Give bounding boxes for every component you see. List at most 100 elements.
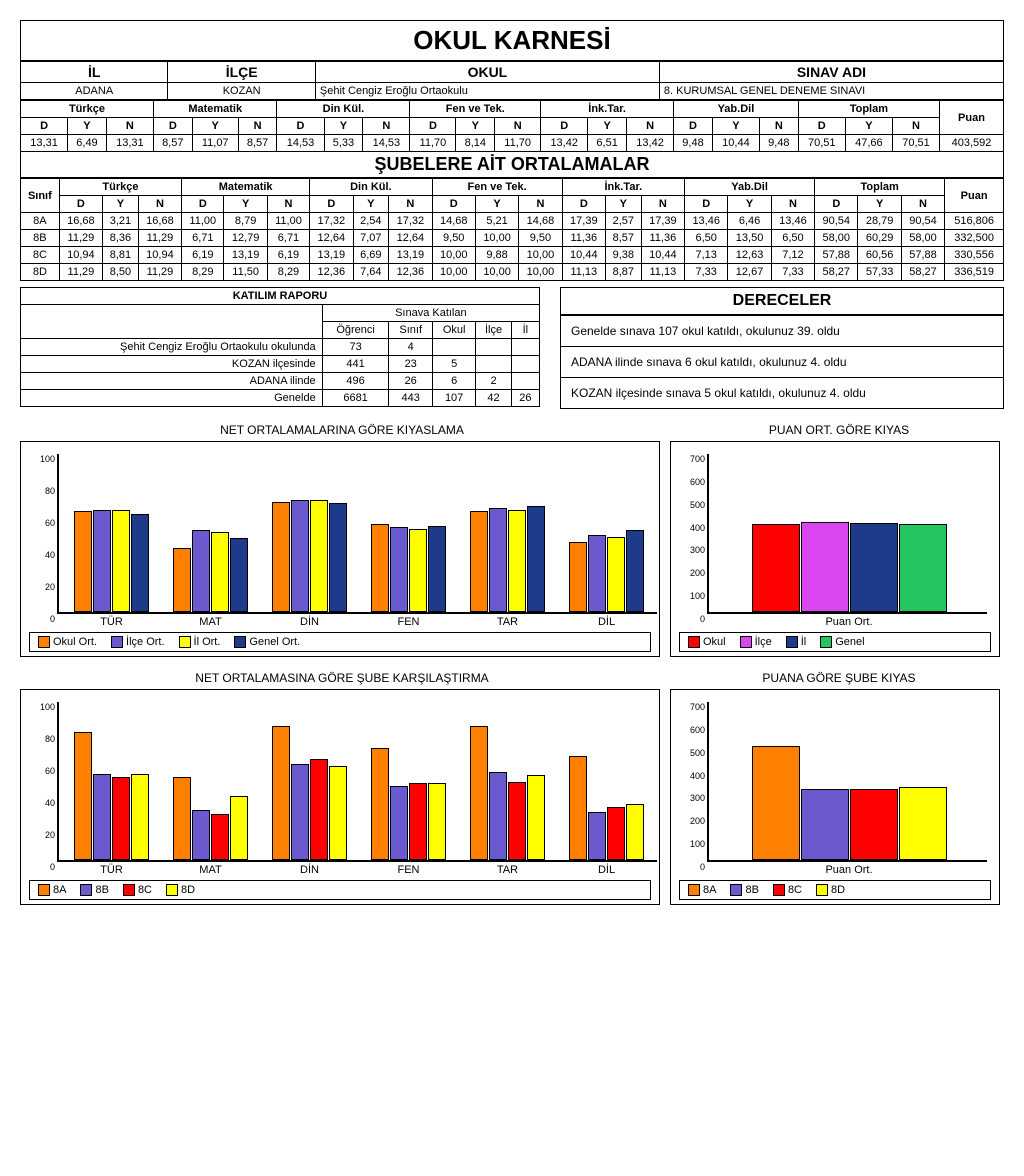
sube-val: 11,00: [182, 213, 224, 230]
dyn-header: Y: [103, 196, 139, 213]
sube-val: 17,32: [310, 213, 353, 230]
dyn-header: Y: [605, 196, 641, 213]
x-label: MAT: [173, 616, 248, 628]
dyn-header: D: [410, 118, 456, 135]
katilim-col: Öğrenci: [322, 322, 389, 339]
sube-val: 11,13: [641, 264, 684, 281]
school-val: 11,07: [192, 135, 238, 152]
bar: [272, 502, 290, 612]
sube-val: 14,68: [432, 213, 475, 230]
sube-val: 16,68: [59, 213, 102, 230]
sinif-cell: 8B: [21, 230, 60, 247]
sube-val: 6,71: [182, 230, 224, 247]
legend: 8A8B8C8D: [679, 880, 991, 900]
sube-val: 11,29: [138, 264, 181, 281]
bar: [112, 510, 130, 612]
sube-val: 28,79: [858, 213, 901, 230]
sube-val: 12,64: [310, 230, 353, 247]
derece-line: Genelde sınava 107 okul katıldı, okulunu…: [561, 315, 1003, 346]
bar: [489, 772, 507, 860]
sube-val: 8,36: [103, 230, 139, 247]
katilim-val: 26: [511, 390, 539, 407]
sinif-header: Sınıf: [21, 179, 60, 213]
sube-val: 9,38: [605, 247, 641, 264]
y-tick: 0: [50, 862, 55, 872]
katilim-val: 443: [389, 390, 432, 407]
bar: [752, 524, 800, 612]
y-tick: 500: [690, 500, 705, 510]
school-val: 5,33: [324, 135, 363, 152]
chart3-title: NET ORTALAMASINA GÖRE ŞUBE KARŞILAŞTIRMA: [20, 671, 664, 685]
header-table: İL İLÇE OKUL SINAV ADI ADANA KOZAN Şehit…: [20, 61, 1004, 100]
sube-val: 10,44: [641, 247, 684, 264]
legend-item: Genel Ort.: [234, 636, 300, 648]
subject-header: Din Kül.: [277, 101, 410, 118]
bar: [588, 535, 606, 612]
dyn-header: Y: [588, 118, 627, 135]
bar: [329, 503, 347, 612]
legend-item: 8A: [688, 884, 716, 896]
x-label: TAR: [470, 616, 545, 628]
sube-val: 6,71: [267, 230, 309, 247]
bar: [752, 746, 800, 860]
y-tick: 20: [45, 582, 55, 592]
y-tick: 100: [40, 454, 55, 464]
sinif-cell: 8D: [21, 264, 60, 281]
dyn-header: D: [562, 196, 605, 213]
x-label: Puan Ort.: [752, 864, 947, 876]
school-val: 11,70: [495, 135, 541, 152]
bar: [470, 511, 488, 612]
legend-item: 8C: [773, 884, 802, 896]
dyn-header: Y: [456, 118, 495, 135]
bar: [390, 527, 408, 612]
sube-val: 9,50: [432, 230, 475, 247]
sube-val: 11,36: [562, 230, 605, 247]
bar: [569, 756, 587, 860]
subject-header: Din Kül.: [310, 179, 432, 196]
sube-val: 17,39: [562, 213, 605, 230]
katilim-table: KATILIM RAPORUSınava KatılanÖğrenciSınıf…: [20, 287, 540, 407]
school-val: 9,48: [674, 135, 713, 152]
bar: [588, 812, 606, 860]
sube-val: 16,68: [138, 213, 181, 230]
dyn-header: N: [267, 196, 309, 213]
sube-val: 8,81: [103, 247, 139, 264]
dyn-header: Y: [475, 196, 518, 213]
dyn-header: D: [277, 118, 324, 135]
sube-val: 8,29: [182, 264, 224, 281]
legend-item: 8B: [730, 884, 758, 896]
bar: [626, 804, 644, 860]
hdr-il: İL: [21, 62, 168, 83]
bar: [527, 506, 545, 612]
page-title: OKUL KARNESİ: [20, 20, 1004, 61]
subject-header: Türkçe: [21, 101, 154, 118]
bar: [899, 787, 947, 860]
sube-val: 10,94: [59, 247, 102, 264]
katilim-val: [511, 373, 539, 390]
chart2-title: PUAN ORT. GÖRE KIYAS: [674, 423, 1004, 437]
y-tick: 700: [690, 454, 705, 464]
dyn-header: Y: [728, 196, 771, 213]
bar: [112, 777, 130, 860]
bar: [230, 796, 248, 860]
sube-val: 7,33: [685, 264, 728, 281]
subject-header: Yab.Dil: [685, 179, 815, 196]
x-label: MAT: [173, 864, 248, 876]
bar: [192, 810, 210, 860]
katilim-val: 496: [322, 373, 389, 390]
katilim-val: 107: [432, 390, 475, 407]
y-tick: 100: [690, 591, 705, 601]
subject-header: Toplam: [815, 179, 945, 196]
katilim-val: 5: [432, 356, 475, 373]
sube-val: 12,36: [310, 264, 353, 281]
y-tick: 300: [690, 545, 705, 555]
school-val: 6,49: [68, 135, 107, 152]
school-val: 14,53: [363, 135, 410, 152]
sube-val: 11,13: [562, 264, 605, 281]
sube-val: 11,00: [267, 213, 309, 230]
bar: [801, 789, 849, 860]
bar: [192, 530, 210, 612]
dyn-header: D: [59, 196, 102, 213]
y-tick: 700: [690, 702, 705, 712]
bar: [850, 523, 898, 612]
